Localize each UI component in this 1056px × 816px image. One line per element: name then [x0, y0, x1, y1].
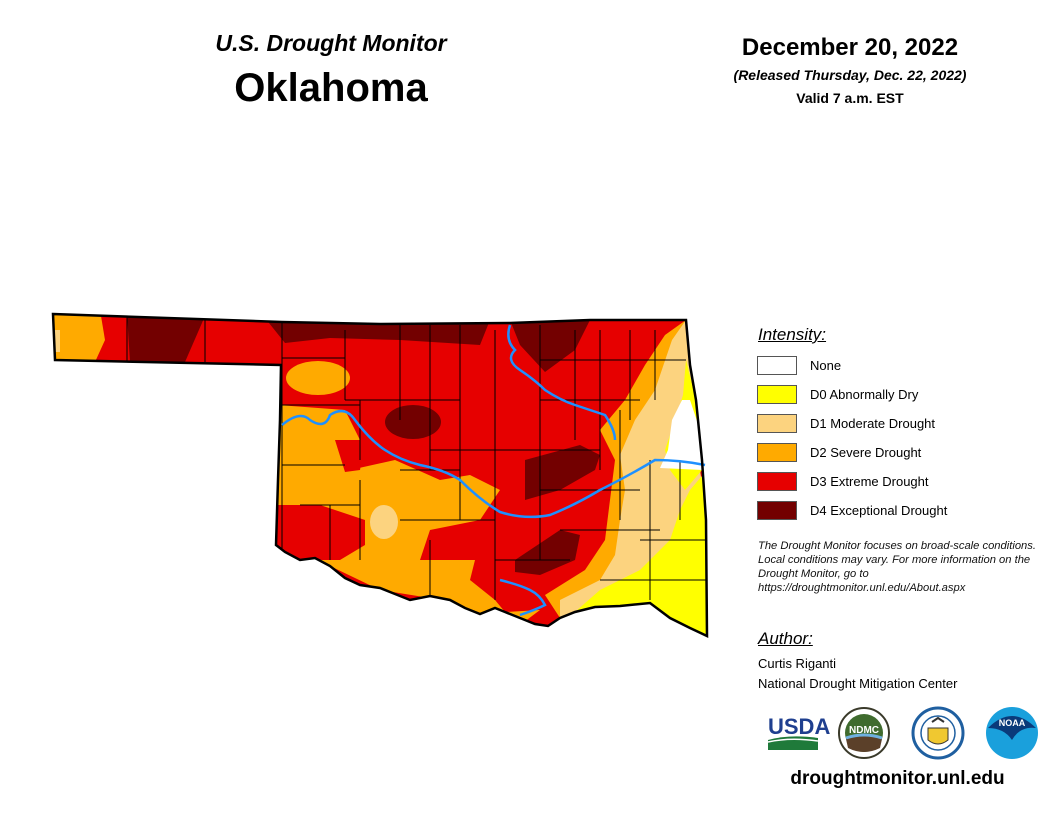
- state-outline: [51, 312, 709, 638]
- legend-item-d4: D4 Exceptional Drought: [757, 499, 947, 521]
- legend-item-d3: D3 Extreme Drought: [757, 470, 929, 492]
- svg-text:NOAA: NOAA: [999, 718, 1026, 728]
- none-region: [660, 400, 703, 470]
- d4-region: [515, 530, 580, 575]
- author-organization: National Drought Mitigation Center: [758, 676, 958, 691]
- legend-item-d0: D0 Abnormally Dry: [757, 383, 918, 405]
- d1-region: [370, 505, 398, 539]
- legend-swatch: [757, 500, 797, 520]
- usda-logo-icon: USDA: [767, 714, 830, 750]
- d4-region: [385, 405, 441, 439]
- d3-region: [335, 440, 365, 472]
- d2-region: [53, 314, 105, 362]
- disclaimer-note: The Drought Monitor focuses on broad-sca…: [758, 540, 1036, 594]
- author-heading: Author:: [758, 629, 813, 648]
- d4-region: [510, 320, 590, 372]
- svg-text:NDMC: NDMC: [849, 725, 879, 736]
- rivers: [281, 324, 706, 617]
- legend-label: D2 Severe Drought: [810, 444, 922, 460]
- d4-region: [127, 314, 205, 362]
- map-title: Oklahoma: [234, 66, 428, 110]
- legend-swatch: [757, 442, 797, 462]
- website-link[interactable]: droughtmonitor.unl.edu: [790, 768, 1005, 789]
- noaa-logo-icon: NOAA: [986, 707, 1038, 759]
- legend-label: D4 Exceptional Drought: [810, 502, 948, 518]
- legend-swatch: [757, 471, 797, 491]
- legend-swatch: [757, 355, 797, 375]
- logo-row: USDA NDMC NOAA: [767, 706, 1038, 760]
- legend-label: D0 Abnormally Dry: [810, 386, 919, 402]
- legend-item-none: None: [757, 354, 841, 376]
- release-date: (Released Thursday, Dec. 22, 2022): [733, 67, 967, 83]
- legend-swatch: [757, 384, 797, 404]
- legend-item-d2: D2 Severe Drought: [757, 441, 921, 463]
- legend-label: None: [810, 357, 842, 373]
- d3-region: [278, 505, 365, 560]
- d0-region: [560, 470, 707, 636]
- legend-label: D1 Moderate Drought: [810, 415, 936, 431]
- drought-layers: [53, 314, 707, 636]
- county-lines: [126, 314, 707, 600]
- ndmc-logo-icon: NDMC: [838, 707, 890, 759]
- legend-swatch: [757, 413, 797, 433]
- legend-label: D3 Extreme Drought: [810, 473, 929, 489]
- legend-item-d1: D1 Moderate Drought: [757, 412, 935, 434]
- map-date: December 20, 2022: [741, 34, 959, 61]
- map-subtitle: U.S. Drought Monitor: [215, 30, 447, 56]
- svg-text:USDA: USDA: [768, 714, 830, 739]
- commerce-seal-icon: [911, 706, 965, 760]
- author-name: Curtis Riganti: [758, 656, 837, 671]
- legend-title: Intensity:: [758, 325, 827, 344]
- valid-time: Valid 7 a.m. EST: [796, 90, 904, 106]
- d4-region: [525, 445, 600, 500]
- d2-region: [286, 361, 350, 395]
